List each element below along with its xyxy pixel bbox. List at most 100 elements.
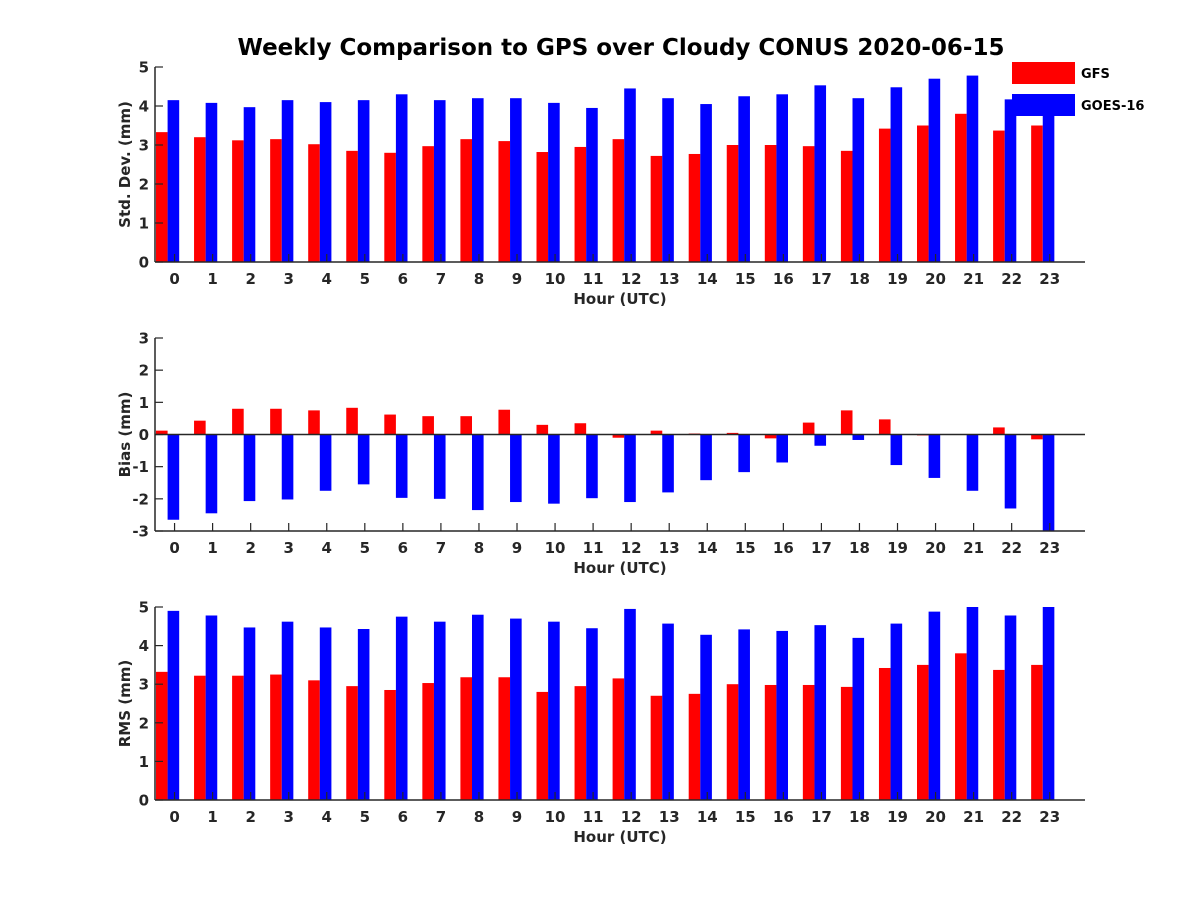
x-tick-label: 4 — [322, 539, 332, 557]
bar-goes-16-hour-13 — [662, 434, 674, 493]
x-tick-label: 17 — [811, 539, 832, 557]
bar-goes-16-hour-15 — [738, 629, 750, 800]
bar-gfs-hour-15 — [726, 432, 739, 435]
x-tick-label: 13 — [659, 808, 680, 826]
bar-gfs-hour-8 — [460, 139, 472, 262]
series-gfs — [156, 653, 1043, 800]
x-tick-label: 15 — [735, 270, 756, 288]
x-tick-label: 12 — [621, 270, 642, 288]
series-gfs — [156, 113, 1043, 262]
legend: GFS GOES-16 — [1012, 62, 1144, 116]
x-tick-label: 5 — [360, 539, 370, 557]
bar-gfs-hour-14 — [688, 693, 701, 800]
bar-goes-16-hour-16 — [776, 434, 788, 463]
bar-gfs-hour-8 — [460, 416, 472, 435]
bar-goes-16-hour-17 — [814, 625, 827, 800]
bar-goes-16-hour-23 — [1042, 106, 1055, 262]
x-tick-label: 14 — [697, 270, 718, 288]
bar-goes-16-hour-23 — [1042, 607, 1055, 800]
x-tick-label: 16 — [773, 808, 794, 826]
bar-gfs-hour-22 — [993, 130, 1005, 262]
bar-goes-16-hour-2 — [243, 627, 256, 800]
y-tick-label: 1 — [139, 753, 149, 771]
x-tick-label: 2 — [245, 270, 255, 288]
series-gfs — [156, 407, 1043, 440]
x-tick-label: 4 — [322, 808, 332, 826]
y-tick-label: 0 — [139, 426, 149, 444]
x-tick-label: 7 — [436, 808, 446, 826]
bar-gfs-hour-19 — [878, 667, 891, 800]
bar-gfs-hour-1 — [194, 675, 206, 800]
bar-gfs-hour-23 — [1031, 125, 1043, 262]
bar-goes-16-hour-4 — [319, 434, 332, 491]
x-tick-label: 20 — [925, 539, 946, 557]
x-tick-label: 1 — [207, 270, 217, 288]
x-tick-label: 21 — [963, 539, 984, 557]
bar-gfs-hour-16 — [764, 145, 777, 262]
bar-goes-16-hour-6 — [395, 94, 408, 262]
bar-gfs-hour-11 — [574, 423, 587, 435]
bar-gfs-hour-0 — [156, 671, 168, 800]
bar-goes-16-hour-12 — [624, 88, 636, 262]
bar-gfs-hour-18 — [840, 686, 853, 800]
x-tick-label: 9 — [512, 808, 522, 826]
x-tick-label: 15 — [735, 539, 756, 557]
bar-goes-16-hour-15 — [738, 96, 750, 262]
y-tick-label: 2 — [139, 714, 149, 732]
y-tick-label: 4 — [139, 637, 149, 655]
x-tick-label: 19 — [887, 808, 908, 826]
x-tick-label: 23 — [1039, 270, 1060, 288]
bar-gfs-hour-6 — [384, 152, 396, 262]
y-tick-label: 3 — [139, 330, 149, 348]
bar-goes-16-hour-21 — [966, 434, 979, 491]
y-tick-label: 1 — [139, 215, 149, 233]
bar-goes-16-hour-7 — [433, 621, 446, 800]
x-tick-label: 13 — [659, 539, 680, 557]
bar-goes-16-hour-12 — [624, 434, 636, 503]
y-tick-label: 3 — [139, 137, 149, 155]
bar-gfs-hour-2 — [232, 140, 244, 262]
bar-gfs-hour-0 — [156, 132, 168, 262]
legend-label-gfs: GFS — [1081, 67, 1110, 82]
bar-goes-16-hour-20 — [928, 78, 941, 262]
bar-goes-16-hour-0 — [167, 100, 180, 263]
bar-gfs-hour-5 — [346, 407, 358, 435]
bar-goes-16-hour-14 — [700, 104, 712, 262]
bar-goes-16-hour-18 — [852, 637, 865, 800]
x-tick-label: 1 — [207, 539, 217, 557]
bar-gfs-hour-15 — [726, 684, 739, 800]
bar-gfs-hour-9 — [498, 409, 511, 435]
x-tick-label: 2 — [245, 808, 255, 826]
legend-label-goes-16: GOES-16 — [1081, 99, 1144, 114]
bar-goes-16-hour-20 — [928, 611, 941, 800]
bar-goes-16-hour-9 — [510, 618, 522, 800]
x-tick-label: 17 — [811, 808, 832, 826]
bar-gfs-hour-3 — [270, 408, 282, 435]
chart-title: Weekly Comparison to GPS over Cloudy CON… — [238, 35, 1005, 61]
x-tick-label: 15 — [735, 808, 756, 826]
bar-goes-16-hour-4 — [319, 627, 332, 800]
bar-gfs-hour-12 — [612, 139, 625, 262]
x-tick-label: 19 — [887, 539, 908, 557]
bar-gfs-hour-22 — [993, 427, 1005, 435]
x-tick-label: 9 — [512, 539, 522, 557]
y-tick-label: 5 — [139, 59, 149, 77]
y-tick-label: -1 — [132, 458, 149, 476]
bar-goes-16-hour-12 — [624, 608, 636, 800]
bar-gfs-hour-15 — [726, 145, 739, 262]
x-tick-label: 18 — [849, 808, 870, 826]
x-tick-label: 6 — [398, 539, 408, 557]
bar-gfs-hour-23 — [1031, 434, 1043, 440]
bar-goes-16-hour-3 — [281, 621, 294, 800]
bar-goes-16-hour-9 — [510, 98, 522, 262]
bar-gfs-hour-12 — [612, 434, 625, 438]
bar-gfs-hour-11 — [574, 686, 587, 800]
bar-gfs-hour-13 — [650, 695, 663, 800]
bar-goes-16-hour-19 — [890, 623, 903, 800]
y-tick-label: 4 — [139, 98, 149, 116]
bar-gfs-hour-5 — [346, 150, 358, 262]
y-tick-label: 1 — [139, 394, 149, 412]
x-tick-label: 2 — [245, 539, 255, 557]
